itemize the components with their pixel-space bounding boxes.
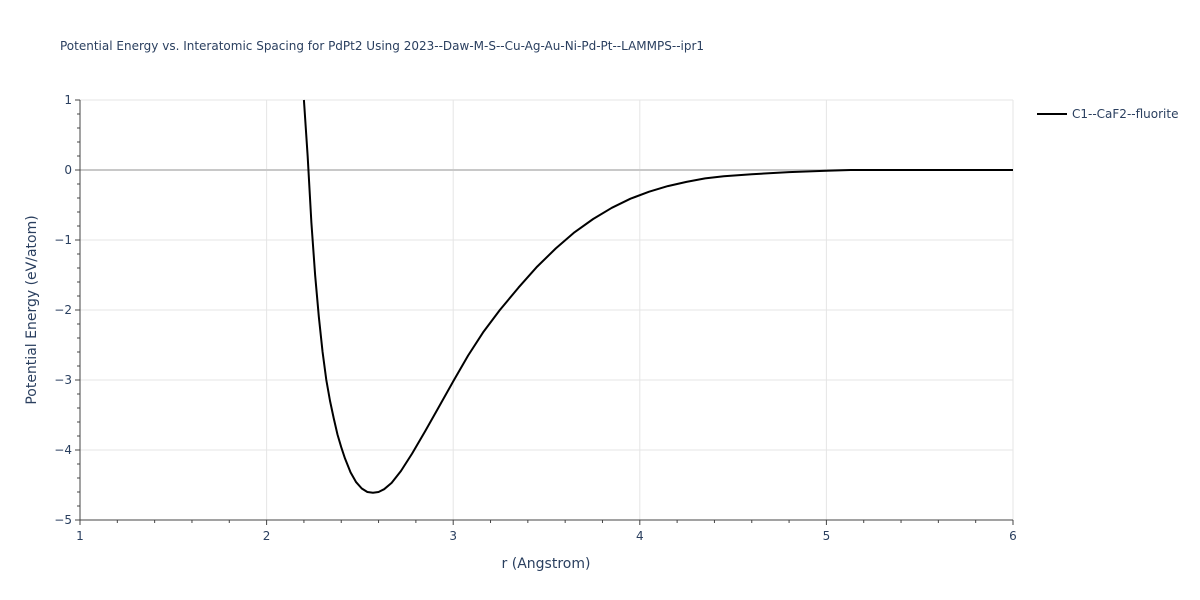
series-line[interactable] — [302, 99, 1013, 494]
x-tick-label: 2 — [263, 529, 271, 543]
grid-layer — [80, 99, 1014, 520]
legend-label: C1--CaF2--fluorite — [1072, 107, 1178, 121]
y-tick-label: 0 — [64, 163, 72, 177]
y-tick-label: −1 — [54, 233, 72, 247]
y-axis-title: Potential Energy (eV/atom) — [24, 215, 40, 404]
x-tick-label: 5 — [823, 529, 831, 543]
series-layer — [302, 99, 1013, 494]
chart-title: Potential Energy vs. Interatomic Spacing… — [60, 39, 704, 53]
legend[interactable]: C1--CaF2--fluorite — [1037, 107, 1178, 121]
x-tick-label: 6 — [1009, 529, 1017, 543]
axes-layer — [75, 99, 1014, 525]
x-tick-label: 1 — [76, 529, 84, 543]
y-tick-label: −2 — [54, 303, 72, 317]
y-tick-label: −4 — [54, 443, 72, 457]
x-tick-label: 3 — [449, 529, 457, 543]
y-tick-label: −3 — [54, 373, 72, 387]
y-tick-label: −5 — [54, 513, 72, 527]
y-tick-label: 1 — [64, 93, 72, 107]
x-axis-title: r (Angstrom) — [502, 556, 591, 572]
tick-labels-layer: 1 2 3 4 5 6 1 0 −1 −2 −3 −4 −5 — [54, 93, 1017, 543]
x-tick-label: 4 — [636, 529, 644, 543]
